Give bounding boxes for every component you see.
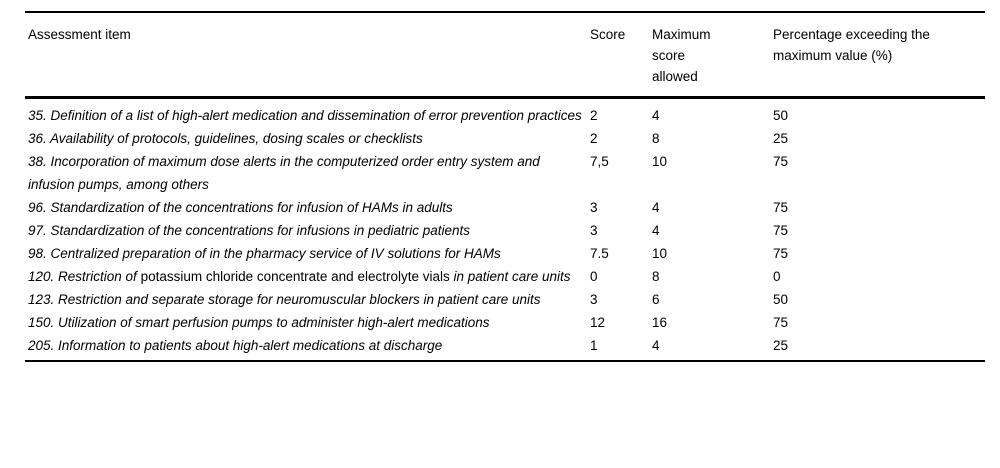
assessment-table: Assessment item Score Maximum score allo… [25,11,985,362]
assessment-item-cell: 97. Standardization of the concentration… [25,219,590,242]
assessment-item-cell: 123. Restriction and separate storage fo… [25,288,590,311]
assessment-item-cell: 150. Utilization of smart perfusion pump… [25,311,590,334]
col-header-percentage-exceeding: Percentage exceeding the maximum value (… [773,12,985,99]
maximum-score-cell: 10 [652,154,668,169]
table-row: 38. Incorporation of maximum dose alerts… [25,150,985,196]
assessment-item-cell: 205. Information to patients about high-… [25,334,590,361]
table-row: 120. Restriction of potassium chloride c… [25,265,985,288]
score-cell: 12 [590,315,606,330]
col-header-score-label: Score [590,27,626,42]
score-cell: 3 [590,200,598,215]
col-header-maximum-score: Maximum score allowed [652,12,773,99]
maximum-score-cell: 10 [652,246,668,261]
item-text-italic: 36. Availability of protocols, guideline… [28,131,423,146]
table-body: 35. Definition of a list of high-alert m… [25,98,985,362]
percentage-cell: 50 [773,292,789,307]
col-header-assessment-item-label: Assessment item [28,27,131,42]
percentage-cell: 75 [773,154,789,169]
maximum-score-cell: 8 [652,269,660,284]
score-cell: 3 [590,223,598,238]
percentage-cell: 75 [773,200,789,215]
table-row: 96. Standardization of the concentration… [25,196,985,219]
item-text-italic: 120. Restriction of [28,269,141,284]
table-row: 98. Centralized preparation of in the ph… [25,242,985,265]
col-header-assessment-item: Assessment item [25,12,590,99]
item-text-italic: 123. Restriction and separate storage fo… [28,292,541,307]
percentage-cell: 75 [773,223,789,238]
percentage-cell: 25 [773,131,789,146]
score-cell: 0 [590,269,598,284]
score-cell: 7,5 [590,154,609,169]
score-cell: 1 [590,338,598,353]
table-header: Assessment item Score Maximum score allo… [25,12,985,99]
percentage-cell: 75 [773,315,789,330]
col-header-score: Score [590,12,652,99]
percentage-cell: 75 [773,246,789,261]
assessment-item-cell: 38. Incorporation of maximum dose alerts… [25,150,590,196]
percentage-cell: 25 [773,338,789,353]
score-cell: 2 [590,108,598,123]
assessment-item-cell: 35. Definition of a list of high-alert m… [25,98,590,128]
item-text-italic: 96. Standardization of the concentration… [28,200,453,215]
table-row: 36. Availability of protocols, guideline… [25,127,985,150]
maximum-score-cell: 4 [652,223,660,238]
item-text-roman: potassium chloride concentrate and elect… [140,269,454,284]
maximum-score-cell: 4 [652,108,660,123]
table-row: 97. Standardization of the concentration… [25,219,985,242]
assessment-item-cell: 96. Standardization of the concentration… [25,196,590,219]
table-row: 35. Definition of a list of high-alert m… [25,98,985,128]
maximum-score-cell: 8 [652,131,660,146]
score-cell: 3 [590,292,598,307]
percentage-cell: 0 [773,269,781,284]
item-text-italic: 38. Incorporation of maximum dose alerts… [28,154,540,192]
score-cell: 7.5 [590,246,609,261]
maximum-score-cell: 4 [652,200,660,215]
table-row: 150. Utilization of smart perfusion pump… [25,311,985,334]
col-header-maximum-score-label: Maximum score allowed [652,27,711,84]
item-text-italic: in patient care units [453,269,571,284]
item-text-italic: 35. Definition of a list of high-alert m… [28,108,582,123]
item-text-italic: 98. Centralized preparation of in the ph… [28,246,501,261]
item-text-italic: 97. Standardization of the concentration… [28,223,471,238]
item-text-italic: 205. Information to patients about high-… [28,338,443,353]
percentage-cell: 50 [773,108,789,123]
col-header-percentage-exceeding-label: Percentage exceeding the maximum value (… [773,27,930,63]
score-cell: 2 [590,131,598,146]
header-row: Assessment item Score Maximum score allo… [25,12,985,99]
item-text-italic: 150. Utilization of smart perfusion pump… [28,315,490,330]
maximum-score-cell: 4 [652,338,660,353]
table-row: 123. Restriction and separate storage fo… [25,288,985,311]
assessment-item-cell: 120. Restriction of potassium chloride c… [25,265,590,288]
assessment-item-cell: 36. Availability of protocols, guideline… [25,127,590,150]
assessment-item-cell: 98. Centralized preparation of in the ph… [25,242,590,265]
maximum-score-cell: 6 [652,292,660,307]
table-row: 205. Information to patients about high-… [25,334,985,361]
maximum-score-cell: 16 [652,315,668,330]
